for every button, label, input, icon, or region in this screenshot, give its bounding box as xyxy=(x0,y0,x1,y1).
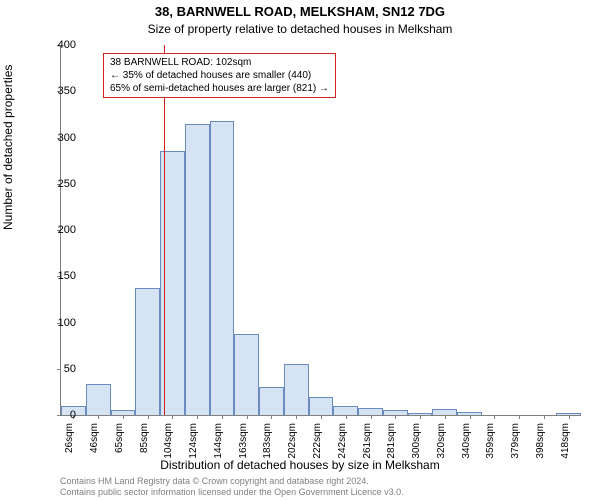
histogram-bar xyxy=(333,406,358,415)
xtick-mark xyxy=(222,415,223,419)
xtick-mark xyxy=(420,415,421,419)
histogram-bar xyxy=(234,334,259,415)
xtick-mark xyxy=(148,415,149,419)
footer-line-2: Contains public sector information licen… xyxy=(60,487,404,498)
chart-title-address: 38, BARNWELL ROAD, MELKSHAM, SN12 7DG xyxy=(0,4,600,19)
footer-line-1: Contains HM Land Registry data © Crown c… xyxy=(60,476,404,487)
y-axis-label: Number of detached properties xyxy=(1,65,15,230)
xtick-mark xyxy=(544,415,545,419)
xtick-mark xyxy=(296,415,297,419)
xtick-mark xyxy=(494,415,495,419)
histogram-bar xyxy=(135,288,160,415)
xtick-mark xyxy=(123,415,124,419)
chart-container: 38, BARNWELL ROAD, MELKSHAM, SN12 7DG Si… xyxy=(0,0,600,500)
xtick-mark xyxy=(395,415,396,419)
xtick-mark xyxy=(98,415,99,419)
xtick-mark xyxy=(371,415,372,419)
annotation-line: 65% of semi-detached houses are larger (… xyxy=(110,82,329,95)
ytick-label: 350 xyxy=(36,85,76,97)
histogram-bar xyxy=(358,408,383,415)
ytick-label: 0 xyxy=(36,409,76,421)
annotation-line: 38 BARNWELL ROAD: 102sqm xyxy=(110,56,329,69)
ytick-label: 150 xyxy=(36,270,76,282)
histogram-bar xyxy=(284,364,309,415)
annotation-box: 38 BARNWELL ROAD: 102sqm← 35% of detache… xyxy=(103,53,336,98)
ytick-label: 200 xyxy=(36,224,76,236)
ytick-label: 100 xyxy=(36,317,76,329)
xtick-mark xyxy=(519,415,520,419)
histogram-bar xyxy=(86,384,111,415)
ytick-label: 250 xyxy=(36,178,76,190)
ytick-label: 50 xyxy=(36,363,76,375)
xtick-mark xyxy=(346,415,347,419)
ytick-label: 400 xyxy=(36,39,76,51)
chart-title-subtitle: Size of property relative to detached ho… xyxy=(0,22,600,36)
xtick-mark xyxy=(197,415,198,419)
xtick-mark xyxy=(470,415,471,419)
plot-area: 38 BARNWELL ROAD: 102sqm← 35% of detache… xyxy=(60,45,581,416)
property-marker-line xyxy=(164,45,166,415)
histogram-bar xyxy=(210,121,235,415)
xtick-mark xyxy=(271,415,272,419)
x-axis-label: Distribution of detached houses by size … xyxy=(0,458,600,472)
xtick-mark xyxy=(445,415,446,419)
xtick-mark xyxy=(247,415,248,419)
annotation-line: ← 35% of detached houses are smaller (44… xyxy=(110,69,329,82)
xtick-mark xyxy=(172,415,173,419)
histogram-bar xyxy=(309,397,334,416)
ytick-label: 300 xyxy=(36,132,76,144)
xtick-mark xyxy=(569,415,570,419)
histogram-bar xyxy=(185,124,210,415)
histogram-bar xyxy=(259,387,284,415)
footer-attribution: Contains HM Land Registry data © Crown c… xyxy=(60,476,404,498)
xtick-mark xyxy=(321,415,322,419)
